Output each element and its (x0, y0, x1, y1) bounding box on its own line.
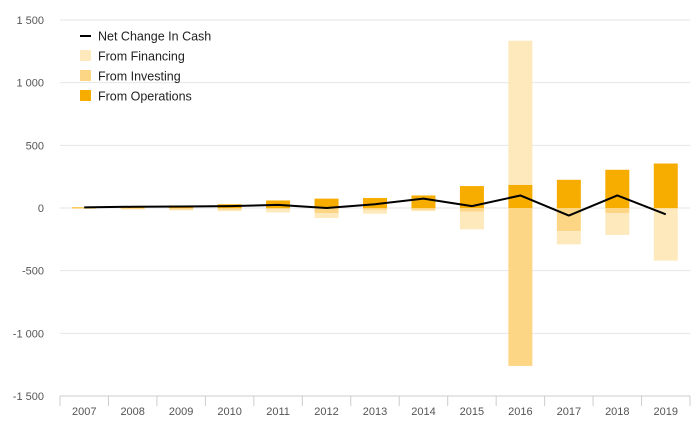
x-tick-label: 2017 (557, 406, 581, 418)
y-tick-label: -1 000 (13, 328, 44, 340)
y-tick-label: -1 500 (13, 391, 44, 403)
legend-label-from-financing: From Financing (98, 50, 185, 64)
bar-from-investing-2014 (411, 208, 436, 210)
x-tick-label: 2019 (654, 406, 678, 418)
bar-from-investing-2008 (120, 208, 145, 210)
bar-from-financing-2017 (556, 231, 581, 245)
net-change-line-group (84, 194, 667, 217)
x-tick-label: 2009 (169, 406, 193, 418)
bar-from-financing-2018 (605, 213, 630, 235)
bar-from-financing-2016 (508, 40, 533, 185)
bar-from-operations-2012 (314, 198, 339, 208)
legend-label-from-investing: From Investing (98, 70, 181, 84)
bar-from-investing-2016 (508, 208, 533, 366)
x-tick-label: 2010 (217, 406, 241, 418)
bar-from-investing-2019 (653, 208, 678, 209)
x-tick-label: 2011 (266, 406, 290, 418)
bar-from-investing-2015 (459, 208, 484, 212)
x-tick-label: 2012 (314, 406, 338, 418)
net-change-line (84, 194, 667, 217)
bar-from-financing-2013 (363, 209, 387, 214)
bar-from-financing-2010 (217, 209, 242, 212)
y-tick-label: -500 (22, 266, 44, 278)
bar-from-financing-2009 (169, 209, 194, 211)
legend-label-net-change-in-cash: Net Change In Cash (98, 30, 211, 44)
axes: 1 500 1 000 500 0 -500 -1 000 -1 500 2007 2008 20… (13, 15, 691, 418)
bar-from-operations-2007 (72, 207, 97, 209)
y-tick-label: 1 500 (16, 15, 44, 27)
bar-from-operations-2018 (605, 169, 630, 208)
x-tick-label: 2013 (363, 406, 387, 418)
bar-from-investing-2011 (266, 208, 291, 210)
x-tick-label: 2016 (508, 406, 532, 418)
x-tick-label: 2014 (411, 406, 435, 418)
y-tick-label: 0 (38, 203, 44, 215)
bar-from-investing-2013 (363, 208, 387, 210)
legend: Net Change In Cash From Financing From Inv… (80, 30, 211, 104)
bar-from-financing-2012 (314, 213, 339, 219)
bar-from-investing-2012 (314, 208, 339, 214)
bar-from-investing-2009 (169, 208, 194, 210)
bar-from-operations-2013 (363, 197, 387, 208)
bar-from-operations-2019 (653, 163, 678, 208)
legend-swatch-from-financing (80, 50, 91, 61)
legend-label-from-operations: From Operations (98, 90, 192, 104)
x-tick-label: 2015 (460, 406, 484, 418)
y-tick-label: 500 (26, 140, 44, 152)
bar-from-financing-2014 (411, 209, 436, 212)
bar-from-investing-2018 (605, 208, 630, 214)
y-tick-label: 1 000 (16, 78, 44, 90)
bar-from-financing-2015 (459, 211, 484, 230)
legend-swatch-from-operations (80, 90, 91, 101)
bar-from-operations-2017 (556, 179, 581, 208)
x-tick-label: 2008 (120, 406, 144, 418)
bar-from-investing-2010 (217, 208, 242, 210)
x-tick-label: 2007 (72, 406, 96, 418)
bar-from-financing-2019 (653, 208, 678, 261)
legend-swatch-from-investing (80, 70, 91, 81)
x-tick-label: 2018 (605, 406, 629, 418)
bar-from-operations-2014 (411, 195, 436, 208)
bar-from-financing-2011 (266, 209, 291, 213)
bar-from-operations-2015 (459, 186, 484, 208)
bar-from-investing-2007 (72, 208, 97, 209)
